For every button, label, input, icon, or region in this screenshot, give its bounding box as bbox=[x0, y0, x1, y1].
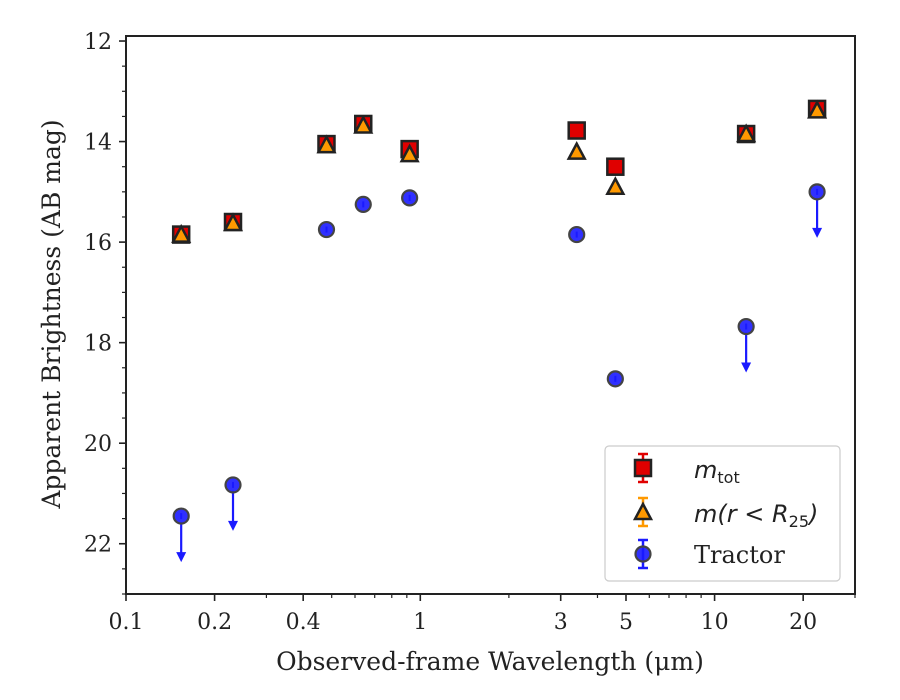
axis-ticks: 0.1 0.2 0.4 1 3 5 10 20 12 14 16 18 20 22 bbox=[84, 30, 856, 635]
y-tick-label: 18 bbox=[84, 332, 112, 357]
x-tick-label: 5 bbox=[619, 610, 633, 635]
x-tick-label: 20 bbox=[789, 610, 817, 635]
y-tick-label: 14 bbox=[84, 131, 112, 156]
legend-marker-square bbox=[633, 458, 653, 478]
series-triangle bbox=[171, 99, 828, 243]
x-tick-label: 0.2 bbox=[197, 610, 232, 635]
legend-marker-circle bbox=[634, 545, 652, 563]
x-tick-label: 1 bbox=[413, 610, 427, 635]
upper-limit-arrow-head bbox=[176, 552, 187, 563]
legend-label-tractor: Tractor bbox=[694, 541, 785, 569]
series-square bbox=[171, 99, 827, 244]
legend-markers bbox=[632, 452, 654, 570]
legend-box bbox=[604, 445, 841, 582]
legend-marker-triangle bbox=[632, 501, 654, 521]
upper-limit-arrow-head bbox=[741, 362, 752, 373]
y-tick-label: 22 bbox=[84, 533, 112, 558]
legend-label-mtot: mtot bbox=[694, 456, 740, 487]
x-tick-label: 3 bbox=[554, 610, 568, 635]
y-tick-label: 16 bbox=[84, 231, 112, 256]
x-tick-label: 0.1 bbox=[109, 610, 144, 635]
data-marks bbox=[171, 99, 828, 563]
y-axis-label: Apparent Brightness (AB mag) bbox=[37, 119, 66, 509]
legend-label-mr25: m(r < R25) bbox=[694, 500, 818, 531]
upper-limit-arrow-head bbox=[228, 520, 239, 531]
series-circle bbox=[172, 183, 826, 563]
legend: mtot m(r < R25) Tractor bbox=[604, 445, 841, 582]
x-tick-label: 10 bbox=[701, 610, 729, 635]
x-tick-label: 0.4 bbox=[286, 610, 321, 635]
x-axis-label: Observed-frame Wavelength (μm) bbox=[276, 647, 704, 676]
upper-limit-arrow-head bbox=[812, 227, 823, 238]
y-tick-label: 12 bbox=[84, 30, 112, 55]
y-tick-label: 20 bbox=[84, 432, 112, 457]
plot-frame bbox=[125, 35, 856, 595]
